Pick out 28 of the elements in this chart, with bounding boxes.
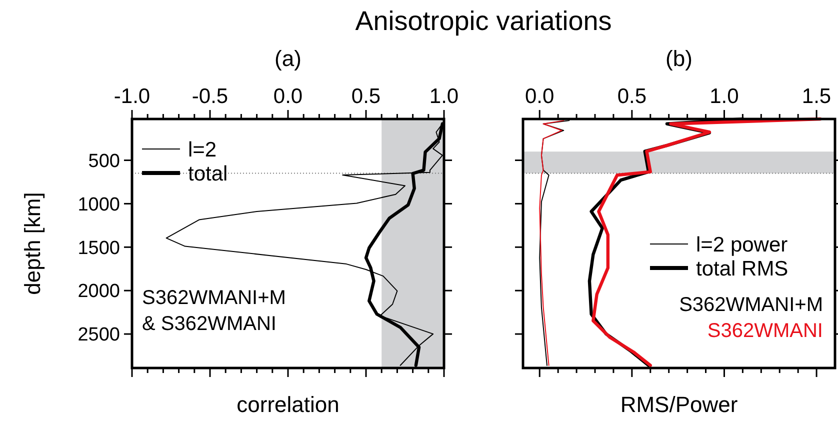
x-tick-label: 0.5 — [351, 85, 381, 108]
x-tick-label: 0.0 — [525, 85, 554, 108]
y-tick-label: 500 — [88, 150, 120, 172]
chart-title: Anisotropic variations — [355, 6, 612, 36]
x-axis-title: correlation — [236, 392, 340, 417]
legend-label: total RMS — [696, 257, 788, 280]
x-tick-label: -1.0 — [114, 85, 150, 108]
annotation: S362WMANI+M — [679, 294, 823, 316]
annotation: & S362WMANI — [142, 313, 276, 335]
x-tick-label: 1.0 — [429, 85, 459, 108]
x-tick-label: 1.0 — [710, 85, 739, 108]
y-tick-label: 2500 — [78, 324, 120, 346]
x-tick-label: -0.5 — [192, 85, 228, 108]
x-tick-label: 1.5 — [802, 85, 832, 108]
y-axis-title: depth [km] — [20, 192, 45, 295]
chart-subtitle: (a) — [274, 46, 302, 71]
chart-subtitle: (b) — [666, 46, 692, 71]
x-tick-label: 0.5 — [617, 85, 647, 108]
legend-label: l=2 power — [696, 233, 788, 256]
y-tick-label: 1500 — [78, 238, 120, 259]
legend-label: total — [188, 162, 228, 186]
text: S362WMANI — [707, 320, 823, 342]
annotation: S362WMANI+M — [142, 287, 286, 309]
y-tick-label: 2000 — [78, 281, 120, 302]
y-tick-label: 1000 — [78, 194, 120, 216]
legend-label: l=2 — [188, 138, 217, 162]
x-tick-label: 0.0 — [273, 85, 303, 108]
x-axis-title: RMS/Power — [620, 392, 738, 417]
